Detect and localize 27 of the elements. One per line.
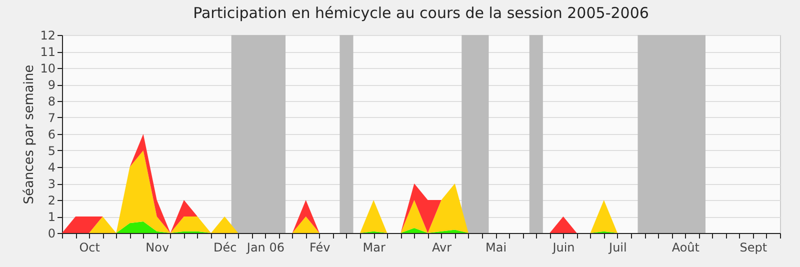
y-tick-label: 9 <box>48 78 56 92</box>
x-tick-label: Juin <box>552 240 575 254</box>
x-tick-label: Sept <box>740 240 768 254</box>
y-tick-label: 4 <box>48 160 56 174</box>
y-tick-label: 10 <box>40 62 56 76</box>
y-tick-label: 0 <box>48 226 56 240</box>
x-tick-label: Juil <box>608 240 627 254</box>
x-tick-label: Oct <box>79 240 100 254</box>
x-tick-label: Nov <box>146 240 170 254</box>
y-tick-label: 5 <box>48 144 56 158</box>
y-tick-label: 3 <box>48 177 56 191</box>
x-tick-label: Août <box>672 240 700 254</box>
x-tick-label: Mar <box>362 240 386 254</box>
y-axis-title: Séances par semaine <box>22 64 38 204</box>
x-tick-label: Fév <box>310 240 330 254</box>
y-tick-label: 8 <box>48 94 56 108</box>
y-tick-label: 2 <box>48 194 56 208</box>
y-tick-label: 11 <box>40 45 56 59</box>
y-tick-label: 12 <box>40 28 56 42</box>
chart-title: Participation en hémicycle au cours de la session 2005-2006 <box>193 4 649 22</box>
x-tick-label: Mai <box>485 240 507 254</box>
x-tick-label: Jan 06 <box>246 240 285 254</box>
x-tick-label: Avr <box>432 240 452 254</box>
x-tick-label: Déc <box>213 240 237 254</box>
y-tick-label: 1 <box>48 210 56 224</box>
y-tick-label: 7 <box>48 111 56 125</box>
y-tick-label: 6 <box>48 128 56 142</box>
